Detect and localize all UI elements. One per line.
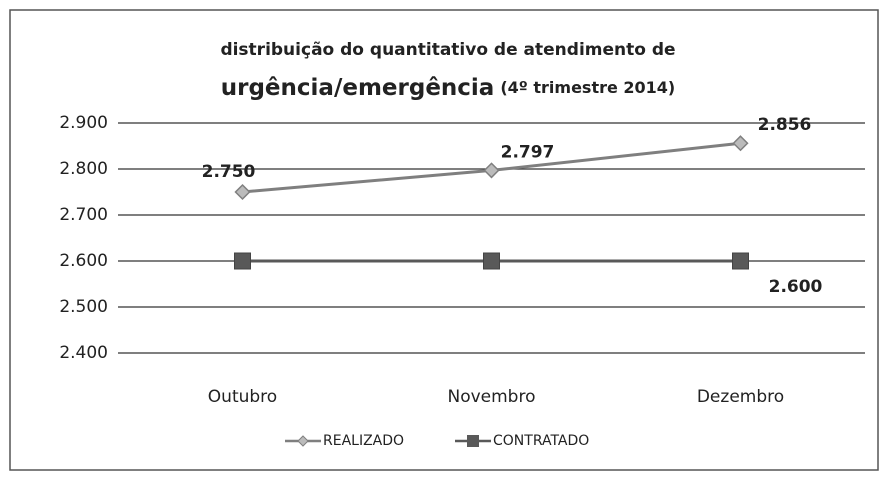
legend-marker bbox=[297, 435, 309, 447]
data-point bbox=[483, 162, 500, 179]
chart-title-sub: (4º trimestre 2014) bbox=[500, 78, 675, 97]
x-tick-label: Novembro bbox=[447, 387, 535, 407]
data-label: 2.750 bbox=[202, 162, 256, 182]
y-tick-label: 2.400 bbox=[59, 343, 108, 363]
data-point bbox=[234, 183, 251, 201]
chart-title-line: urgência/emergência (4º trimestre 2014) bbox=[221, 75, 676, 101]
data-point bbox=[732, 135, 749, 152]
chart-title-main: urgência/emergência bbox=[221, 75, 495, 101]
chart-title: distribuição do quantitativo de atendime… bbox=[220, 40, 675, 60]
data-label: 2.797 bbox=[501, 142, 555, 162]
x-tick-label: Outubro bbox=[208, 387, 277, 407]
y-tick-label: 2.900 bbox=[59, 113, 108, 133]
y-tick-label: 2.500 bbox=[59, 297, 108, 317]
data-point bbox=[732, 252, 749, 270]
y-tick-label: 2.600 bbox=[59, 251, 108, 271]
legend-label: REALIZADO bbox=[323, 433, 404, 449]
data-label: 2.600 bbox=[769, 277, 823, 297]
chart-border bbox=[9, 9, 879, 471]
data-point bbox=[483, 252, 500, 270]
data-point bbox=[234, 252, 251, 270]
data-label: 2.856 bbox=[758, 115, 812, 135]
y-tick-label: 2.800 bbox=[59, 159, 108, 179]
legend-marker bbox=[467, 435, 479, 447]
y-tick-label: 2.700 bbox=[59, 205, 108, 225]
legend-label: CONTRATADO bbox=[493, 433, 589, 449]
x-tick-label: Dezembro bbox=[697, 387, 784, 407]
